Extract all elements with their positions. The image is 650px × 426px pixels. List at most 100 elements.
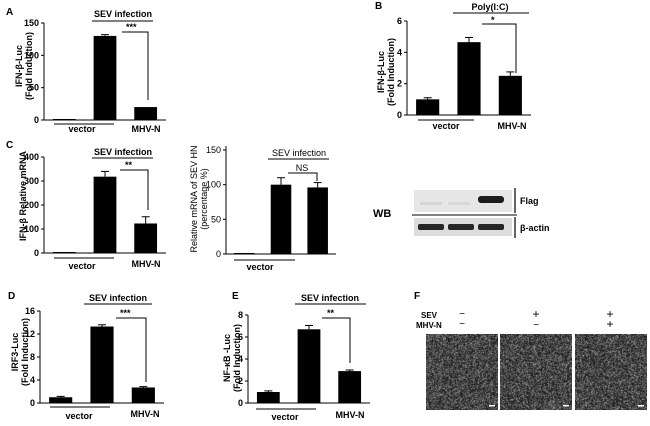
panel-a-top-label: SEV infection bbox=[94, 9, 152, 19]
scale-bar-3 bbox=[638, 405, 644, 407]
micrograph-3 bbox=[575, 334, 647, 410]
panel-f-sign-c1-sev: − bbox=[459, 309, 465, 320]
panel-e-top-label: SEV infection bbox=[301, 293, 359, 303]
panel-c-y-tick-label: 300 bbox=[24, 176, 39, 186]
panel-b-sig-bracket bbox=[482, 23, 517, 73]
panel-f-sign-c2-sev: + bbox=[532, 307, 539, 321]
panel-d-y-tick-label: 16 bbox=[25, 306, 35, 316]
panel-e-sig-bracket bbox=[322, 317, 351, 363]
panel-hn-sig-bracket bbox=[288, 172, 318, 181]
panel-b-y-tick-label: 0 bbox=[397, 110, 402, 120]
panel-e-ylabel-line1: NF-κB -Luc bbox=[222, 334, 232, 382]
panel-d-plot: 0 4 8 12 16 bbox=[25, 306, 164, 408]
panel-b: B IFN-β-Luc (Fold Induction) 0 2 4 6 Poly(I… bbox=[375, 1, 531, 131]
panel-hn-ylabel-line2: (percentage %) bbox=[199, 168, 209, 230]
panel-a-ylabel: IFN-β-Luc (Fold Induction) bbox=[14, 32, 34, 100]
panel-c-bar bbox=[93, 176, 117, 253]
panel-hn-ylabel: Relative mRNA of SEV HN (percentage %) bbox=[189, 145, 209, 252]
panel-c-sig-bracket bbox=[120, 169, 149, 210]
panel-e-bar bbox=[297, 329, 321, 403]
panel-d-bar bbox=[49, 397, 73, 403]
panel-e-significance: ** bbox=[327, 308, 335, 318]
panel-a: A IFN-β-Luc (Fold Induction) 0 50 100 150 S… bbox=[6, 7, 166, 134]
panel-a-y-tick-label: 0 bbox=[34, 115, 39, 125]
panel-e: E NF-κB -Luc (Fold Induction) 0 2 4 6 8 SEV … bbox=[222, 291, 370, 422]
panel-a-ylabel-line1: IFN-β-Luc bbox=[14, 45, 24, 87]
panel-e-y-tick-label: 8 bbox=[238, 310, 243, 320]
panel-hn-bar bbox=[307, 187, 328, 254]
panel-c-y-tick-label: 100 bbox=[24, 224, 39, 234]
panel-f-letter: F bbox=[414, 291, 420, 302]
panel-c-y-tick-label: 400 bbox=[24, 152, 39, 162]
panel-b-ylabel: IFN-β-Luc (Fold Induction) bbox=[376, 38, 396, 106]
panel-d-sig-bracket bbox=[116, 317, 147, 382]
panel-d-top-label: SEV infection bbox=[89, 293, 147, 303]
wb-flag-band-3 bbox=[478, 196, 504, 203]
panel-c-plot: 0 100 200 300 400 bbox=[24, 152, 166, 258]
panel-a-group-mhvn: MHV-N bbox=[132, 124, 161, 134]
scale-bar-2 bbox=[563, 405, 569, 407]
panel-hn-y-tick-label: 0 bbox=[216, 249, 221, 259]
panel-d-group-mhvn: MHV-N bbox=[131, 409, 160, 419]
panel-hn-bar bbox=[234, 253, 255, 254]
wb-actin-band-3 bbox=[478, 224, 504, 230]
panel-c-significance: ** bbox=[125, 160, 133, 170]
panel-a-y-tick-label: 50 bbox=[29, 83, 39, 93]
panel-d-y-tick-label: 0 bbox=[30, 398, 35, 408]
micrograph-2 bbox=[500, 334, 572, 410]
panel-d-significance: *** bbox=[120, 308, 131, 318]
wb-flag-band-2 bbox=[448, 202, 470, 205]
panel-e-y-tick-label: 4 bbox=[238, 354, 243, 364]
panel-hn-group-vector: vector bbox=[246, 262, 274, 272]
panel-b-group-mhvn: MHV-N bbox=[498, 121, 527, 131]
panel-b-group-vector: vector bbox=[432, 121, 460, 131]
panel-d-bar bbox=[131, 387, 155, 403]
panel-a-letter: A bbox=[6, 7, 13, 18]
panel-e-group-vector: vector bbox=[271, 412, 299, 422]
wb-flag-strip bbox=[414, 190, 512, 212]
panel-f-signs: − − + − + + bbox=[459, 307, 613, 331]
panel-c-ylabel-line1: IFN-β Relative mRNA bbox=[18, 150, 28, 241]
panel-d-y-tick-label: 12 bbox=[25, 329, 35, 339]
panel-hn-top-label: SEV infection bbox=[272, 148, 326, 158]
panel-hn-y-tick-label: 50 bbox=[211, 214, 221, 224]
panel-a-y-tick-label: 150 bbox=[24, 18, 39, 28]
panel-b-ylabel-line2: (Fold Induction) bbox=[386, 38, 396, 106]
panel-a-y-tick-label: 100 bbox=[24, 50, 39, 60]
wb-flag-band-1 bbox=[420, 202, 442, 205]
panel-f-sign-c3-mhvn: + bbox=[606, 317, 613, 331]
panel-d-ylabel-line1: IRF3-Luc bbox=[10, 333, 20, 372]
panel-a-sig-bracket bbox=[122, 31, 149, 100]
wb-actin-band-2 bbox=[448, 224, 474, 230]
panel-hn-bar bbox=[270, 184, 292, 254]
panel-f-row-sev: SEV bbox=[421, 311, 438, 320]
wb-actin-band-1 bbox=[418, 224, 444, 230]
panel-b-top-label: Poly(I:C) bbox=[472, 2, 509, 12]
panel-a-significance: *** bbox=[126, 22, 137, 32]
panel-c-letter: C bbox=[6, 140, 13, 151]
panel-d-ylabel-line2: (Fold Induction) bbox=[20, 318, 30, 386]
panel-b-ylabel-line1: IFN-β-Luc bbox=[376, 51, 386, 93]
panel-b-plot: 0 2 4 6 bbox=[397, 16, 531, 120]
scale-bar-1 bbox=[489, 405, 495, 407]
wb-band-actin: β-actin bbox=[520, 223, 550, 233]
panel-b-bar bbox=[416, 99, 440, 115]
panel-d: D IRF3-Luc (Fold Induction) 0 4 8 12 16 SEV … bbox=[8, 291, 164, 421]
panel-c-y-tick-label: 0 bbox=[34, 248, 39, 258]
panel-f-sign-c2-mhvn: − bbox=[533, 320, 539, 331]
panel-e-ylabel-line2: (Fold Induction) bbox=[232, 324, 242, 392]
panel-hn-plot: 0 50 100 150 bbox=[206, 145, 336, 259]
panel-c-top-label: SEV infection bbox=[94, 147, 152, 157]
panel-d-bar bbox=[90, 326, 114, 403]
panel-hn-y-tick-label: 100 bbox=[206, 180, 221, 190]
panel-b-letter: B bbox=[375, 1, 382, 12]
panel-e-y-tick-label: 6 bbox=[238, 332, 243, 342]
panel-b-bar bbox=[498, 75, 522, 115]
wb-band-flag: Flag bbox=[520, 196, 539, 206]
panel-f-sign-c1-mhvn: − bbox=[459, 319, 465, 330]
panel-b-bar bbox=[457, 42, 481, 115]
panel-c-group-mhvn: MHV-N bbox=[132, 259, 161, 269]
panel-a-group-vector: vector bbox=[68, 124, 96, 134]
panel-c: C IFN-β Relative mRNA 0 100 200 300 400 SEV … bbox=[6, 140, 166, 271]
